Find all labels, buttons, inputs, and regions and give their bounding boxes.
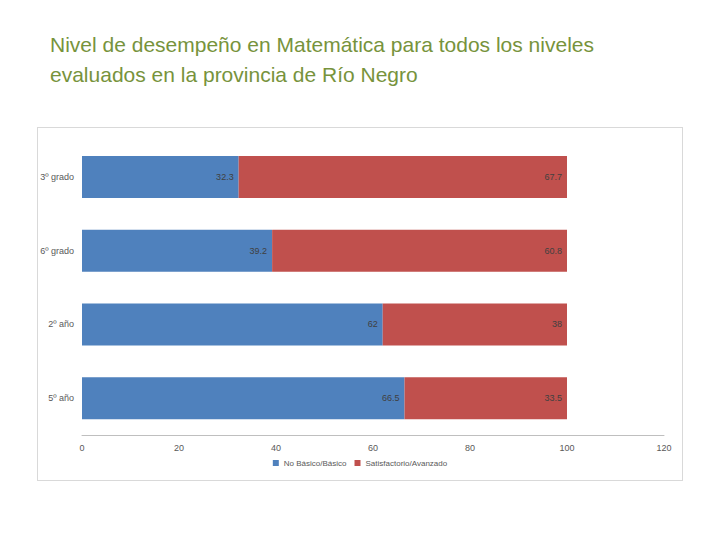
svg-text:60: 60 bbox=[368, 443, 378, 453]
svg-text:0: 0 bbox=[79, 443, 84, 453]
svg-text:Nivel de desempeño en Matemáti: Nivel de desempeño en Matemática para to… bbox=[50, 33, 600, 56]
svg-text:evaluados en la provincia de R: evaluados en la provincia de Río Negro bbox=[50, 63, 418, 86]
svg-text:80: 80 bbox=[465, 443, 475, 453]
svg-text:Satisfactorio/Avanzado: Satisfactorio/Avanzado bbox=[366, 459, 448, 468]
svg-text:120: 120 bbox=[656, 443, 671, 453]
svg-text:5º año: 5º año bbox=[48, 393, 74, 403]
svg-text:39.2: 39.2 bbox=[250, 246, 268, 256]
svg-text:No Básico/Básico: No Básico/Básico bbox=[284, 459, 347, 468]
svg-text:33.5: 33.5 bbox=[544, 393, 562, 403]
svg-text:3º grado: 3º grado bbox=[40, 172, 74, 182]
svg-text:67.7: 67.7 bbox=[544, 172, 562, 182]
svg-text:6º grado: 6º grado bbox=[40, 246, 74, 256]
svg-text:20: 20 bbox=[174, 443, 184, 453]
svg-text:2º año: 2º año bbox=[48, 319, 74, 329]
svg-text:38: 38 bbox=[552, 319, 562, 329]
svg-text:32.3: 32.3 bbox=[216, 172, 234, 182]
svg-text:60.8: 60.8 bbox=[544, 246, 562, 256]
svg-text:62: 62 bbox=[368, 319, 378, 329]
svg-text:66.5: 66.5 bbox=[382, 393, 400, 403]
svg-text:40: 40 bbox=[271, 443, 281, 453]
svg-text:100: 100 bbox=[559, 443, 574, 453]
